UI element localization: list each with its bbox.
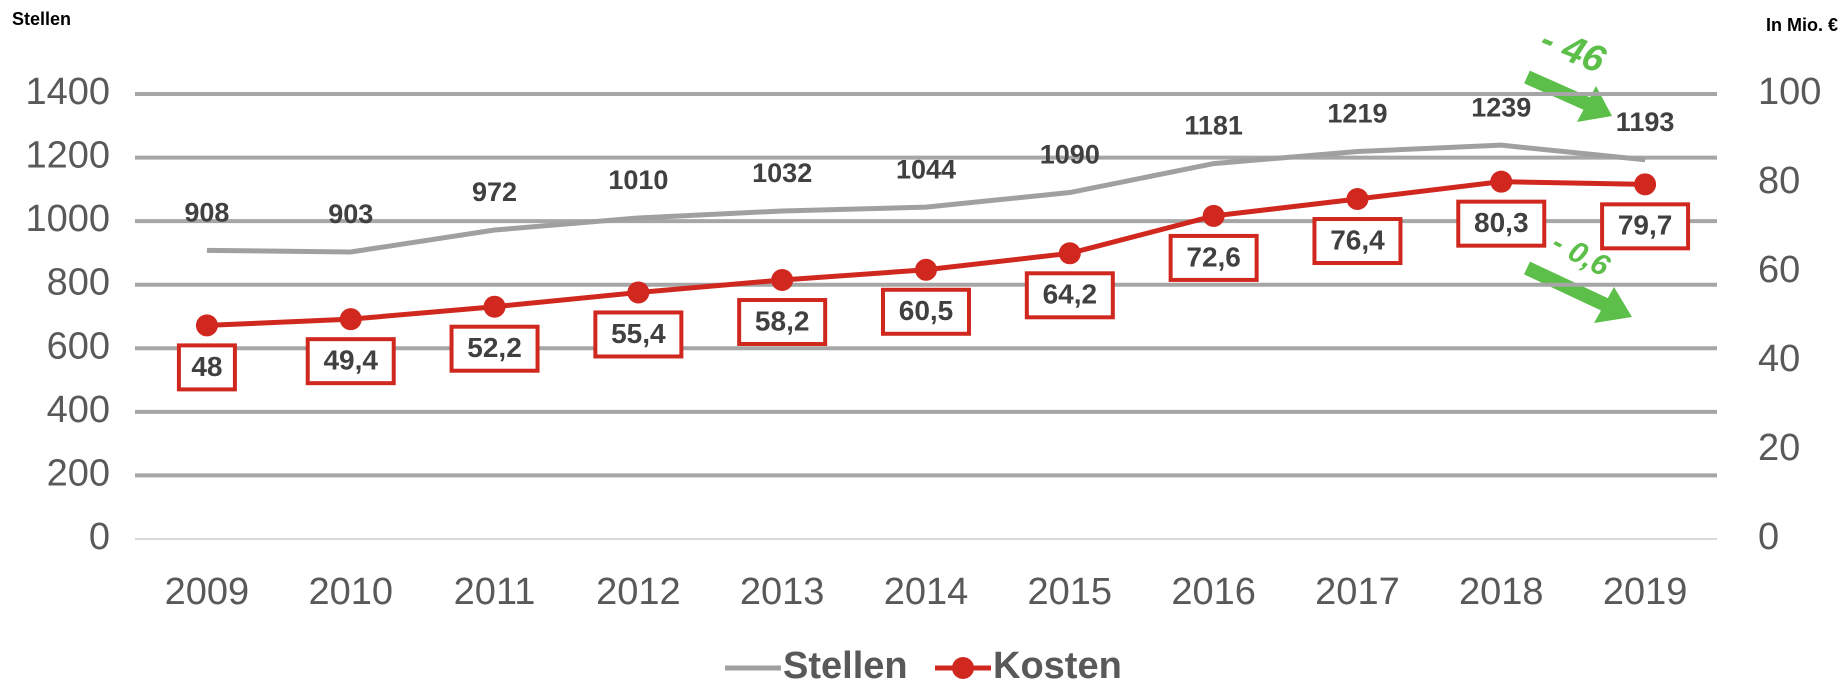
y-tick-label: 800 bbox=[47, 262, 110, 304]
data-point bbox=[915, 258, 937, 281]
y2-tick-label: 20 bbox=[1758, 427, 1800, 469]
data-label: 1010 bbox=[608, 165, 668, 195]
legend-label: Stellen bbox=[783, 645, 908, 685]
data-point bbox=[339, 308, 362, 331]
y-tick-label: 1200 bbox=[25, 135, 110, 177]
x-tick-label: 2012 bbox=[596, 571, 681, 613]
y-axis-title: Stellen bbox=[12, 9, 71, 29]
y2-tick-label: 40 bbox=[1758, 338, 1800, 380]
legend-marker bbox=[952, 657, 974, 679]
arrow bbox=[1524, 70, 1593, 112]
data-label: 972 bbox=[472, 177, 517, 207]
y2-tick-label: 100 bbox=[1758, 71, 1821, 113]
data-label: 1239 bbox=[1471, 92, 1531, 122]
y2-tick-label: 60 bbox=[1758, 249, 1800, 291]
label-box bbox=[737, 298, 828, 347]
data-point bbox=[627, 281, 650, 304]
data-label: 1219 bbox=[1327, 99, 1387, 129]
data-label: 1193 bbox=[1616, 107, 1675, 137]
arrow bbox=[1524, 261, 1611, 313]
data-point bbox=[1058, 242, 1081, 265]
x-tick-label: 2016 bbox=[1171, 571, 1256, 613]
data-point bbox=[195, 314, 218, 337]
y-tick-label: 200 bbox=[47, 452, 110, 494]
label-box bbox=[1024, 271, 1115, 320]
data-label: 80,3 bbox=[1474, 207, 1529, 238]
data-label: 55,4 bbox=[611, 318, 666, 349]
data-label: 908 bbox=[184, 198, 229, 228]
x-tick-label: 2017 bbox=[1315, 571, 1400, 613]
data-label: 1090 bbox=[1040, 140, 1100, 170]
y2-tick-label: 80 bbox=[1758, 160, 1800, 202]
y-tick-label: 400 bbox=[47, 389, 110, 431]
data-label: 64,2 bbox=[1043, 279, 1098, 310]
data-label: 60,5 bbox=[899, 295, 954, 326]
y-tick-label: 1000 bbox=[25, 198, 110, 240]
data-label: 58,2 bbox=[755, 305, 810, 336]
data-point bbox=[771, 269, 794, 292]
data-label: 1044 bbox=[896, 154, 956, 184]
label-box bbox=[176, 343, 237, 392]
x-tick-label: 2014 bbox=[884, 571, 969, 613]
data-label: 76,4 bbox=[1330, 224, 1385, 255]
y-tick-label: 0 bbox=[89, 516, 110, 558]
y-tick-label: 600 bbox=[47, 325, 110, 367]
data-label: 72,6 bbox=[1186, 241, 1241, 272]
data-label: 52,2 bbox=[467, 332, 522, 363]
x-tick-label: 2010 bbox=[308, 571, 393, 613]
y2-tick-label: 0 bbox=[1758, 516, 1779, 558]
label-box bbox=[1312, 217, 1403, 266]
data-label: 1032 bbox=[752, 158, 812, 188]
x-tick-label: 2013 bbox=[740, 571, 825, 613]
trend-arrows bbox=[1524, 70, 1632, 323]
data-label: 79,7 bbox=[1618, 210, 1673, 241]
legend-label: Kosten bbox=[993, 645, 1122, 685]
x-tick-label: 2019 bbox=[1603, 571, 1688, 613]
annotation: - 46 bbox=[1535, 18, 1612, 82]
x-tick-label: 2015 bbox=[1028, 571, 1113, 613]
y-tick-label: 1400 bbox=[25, 71, 110, 113]
series-line bbox=[206, 142, 1646, 255]
arrow-head bbox=[1577, 86, 1612, 122]
data-label: 49,4 bbox=[323, 345, 378, 376]
data-point bbox=[1202, 204, 1225, 227]
label-box bbox=[1600, 202, 1691, 251]
data-label: 903 bbox=[328, 199, 373, 229]
data-point bbox=[1490, 170, 1513, 193]
data-label: 1181 bbox=[1184, 111, 1243, 141]
x-tick-label: 2018 bbox=[1459, 571, 1544, 613]
label-box bbox=[881, 287, 971, 336]
y2-axis-title: In Mio. € bbox=[1766, 15, 1838, 35]
x-tick-label: 2011 bbox=[454, 571, 536, 613]
x-tick-label: 2009 bbox=[165, 571, 250, 613]
plot: 0 200 400 600 800 1000 1200 1400 0 20 40 60 80 100 200… bbox=[25, 71, 1821, 685]
data-point bbox=[1346, 188, 1369, 211]
data-label: 48 bbox=[191, 351, 222, 382]
label-box bbox=[1456, 199, 1547, 248]
label-box bbox=[1168, 233, 1259, 282]
arrow-head bbox=[1594, 287, 1632, 323]
label-box bbox=[449, 324, 540, 373]
data-point bbox=[483, 295, 506, 318]
data-point bbox=[1634, 173, 1657, 196]
label-box bbox=[593, 310, 684, 359]
label-box bbox=[305, 337, 396, 386]
